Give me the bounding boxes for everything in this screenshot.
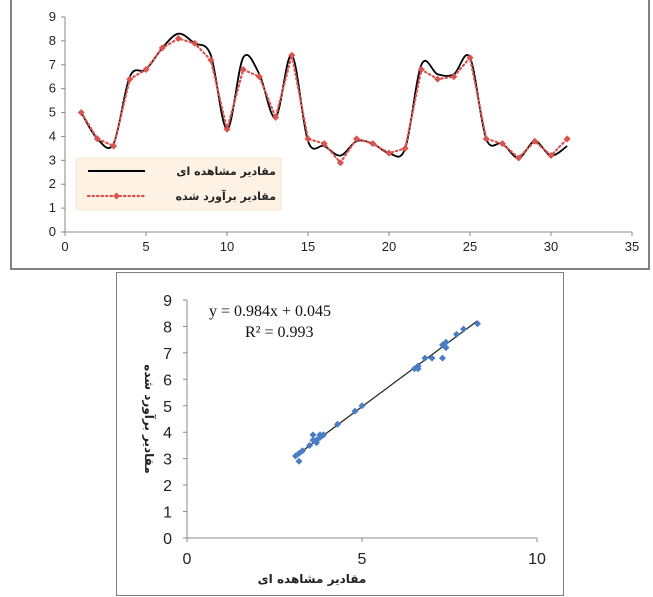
y-tick-label: 1 xyxy=(163,505,172,522)
series-estimated-point xyxy=(466,54,474,62)
y-tick-label: 5 xyxy=(163,399,172,416)
series-estimated-point xyxy=(336,159,344,167)
scatter-point xyxy=(295,449,303,457)
series-estimated-point xyxy=(353,135,361,143)
series-estimated-point xyxy=(77,109,85,117)
y-tick-label: 4 xyxy=(49,128,56,143)
series-estimated-point xyxy=(239,66,247,74)
x-tick-label: 10 xyxy=(220,239,234,254)
series-estimated-point xyxy=(304,135,312,143)
y-tick-label: 5 xyxy=(49,105,56,120)
series-estimated-point xyxy=(531,137,539,145)
scatter-point xyxy=(474,320,481,328)
y-tick-label: 7 xyxy=(49,57,56,72)
series-estimated-point xyxy=(158,44,166,52)
scatter-point xyxy=(358,402,366,410)
series-estimated-point xyxy=(255,73,263,81)
series-estimated-point xyxy=(434,75,442,83)
y-tick-label: 0 xyxy=(163,531,172,548)
series-estimated-point xyxy=(288,51,296,59)
y-tick-label: 7 xyxy=(163,346,172,363)
series-estimated-point xyxy=(482,135,490,143)
y-tick-label: 2 xyxy=(49,176,56,191)
y-tick-label: 9 xyxy=(163,293,172,310)
series-observed-line xyxy=(80,32,568,159)
scatter-point xyxy=(421,354,429,362)
series-estimated-point xyxy=(142,66,150,74)
scatter-point xyxy=(334,420,341,428)
y-tick-label: 4 xyxy=(163,425,172,442)
series-estimated-point xyxy=(272,113,280,121)
scatter-chart: 0 1 2 3 4 5 6 7 8 9 0 5 10 y = 0.984x + 0.045 R² = 0.9… xyxy=(141,293,546,586)
series-estimated-point xyxy=(320,140,328,148)
y-tick-label: 3 xyxy=(163,452,172,469)
legend-label-observed: مقادیر مشاهده ای xyxy=(176,165,276,178)
scatter-point xyxy=(309,431,317,439)
series-estimated-point xyxy=(110,142,118,150)
x-tick-label: 25 xyxy=(463,239,477,254)
y-tick-label: 2 xyxy=(163,478,172,495)
scatter-chart-panel: 0 1 2 3 4 5 6 7 8 9 0 5 10 y = 0.984x + 0.045 R² = 0.9… xyxy=(116,272,564,596)
y-tick-label: 8 xyxy=(49,33,56,48)
series-estimated-point xyxy=(223,125,231,133)
x-tick-label: 35 xyxy=(625,239,639,254)
series-estimated-point xyxy=(498,140,506,148)
scatter-point xyxy=(295,457,303,465)
y-tick-label: 6 xyxy=(163,372,172,389)
legend-box xyxy=(75,157,282,211)
r-squared-label: R² = 0.993 xyxy=(245,324,314,341)
scatter-point xyxy=(351,407,359,415)
x-tick-label: 10 xyxy=(528,551,546,568)
y-tick-label: 1 xyxy=(49,200,56,215)
scatter-point xyxy=(460,325,467,333)
y-axis-title: مقادیر برآورد شده xyxy=(141,364,157,473)
x-axis-title: مقادیر مشاهده ای xyxy=(258,572,367,586)
x-tick-label: 5 xyxy=(358,551,367,568)
legend-marker-estimated xyxy=(113,192,120,200)
y-tick-label: 9 xyxy=(49,9,56,24)
y-tick-label: 8 xyxy=(163,319,172,336)
y-tick-label: 3 xyxy=(49,152,56,167)
scatter-point xyxy=(428,354,436,362)
x-tick-label: 20 xyxy=(382,239,396,254)
series-estimated-point xyxy=(207,56,215,64)
x-tick-label: 0 xyxy=(183,551,192,568)
series-estimated-point xyxy=(174,35,182,42)
scatter-point xyxy=(439,354,446,362)
trendline xyxy=(298,320,478,455)
x-tick-label: 0 xyxy=(61,239,68,254)
y-tick-label: 0 xyxy=(49,224,56,239)
series-estimated-point xyxy=(547,152,555,160)
x-tick-label: 30 xyxy=(544,239,558,254)
series-estimated-point xyxy=(417,66,425,74)
scatter-point xyxy=(316,434,324,442)
series-estimated-point xyxy=(191,39,199,47)
y-tick-label: 6 xyxy=(49,81,56,96)
regression-equation: y = 0.984x + 0.045 xyxy=(209,303,331,320)
series-estimated-point xyxy=(369,140,377,148)
series-estimated-point xyxy=(93,135,101,143)
legend-label-estimated: مقادیر برآورد شده xyxy=(176,189,276,203)
series-estimated-point xyxy=(515,154,523,162)
series-estimated-point xyxy=(385,149,393,157)
series-estimated-point xyxy=(126,75,134,83)
scatter-point xyxy=(414,362,422,370)
scatter-point xyxy=(453,330,460,338)
series-estimated-point xyxy=(563,135,571,143)
legend: مقادیر مشاهده ای مقادیر برآورد شده xyxy=(75,157,282,211)
x-tick-label: 15 xyxy=(301,239,315,254)
x-tick-label: 5 xyxy=(142,239,149,254)
line-chart: 0 1 2 3 4 5 6 7 8 9 0 5 10 15 20 25 30 35 مقادیر مشاهده ای… xyxy=(49,9,639,254)
series-estimated-point xyxy=(450,73,458,81)
scatter-point xyxy=(439,341,446,349)
scatter-point xyxy=(306,441,313,449)
series-estimated-point xyxy=(401,144,409,152)
line-chart-panel: 0 1 2 3 4 5 6 7 8 9 0 5 10 15 20 25 30 35 مقادیر مشاهده ای… xyxy=(10,0,650,270)
